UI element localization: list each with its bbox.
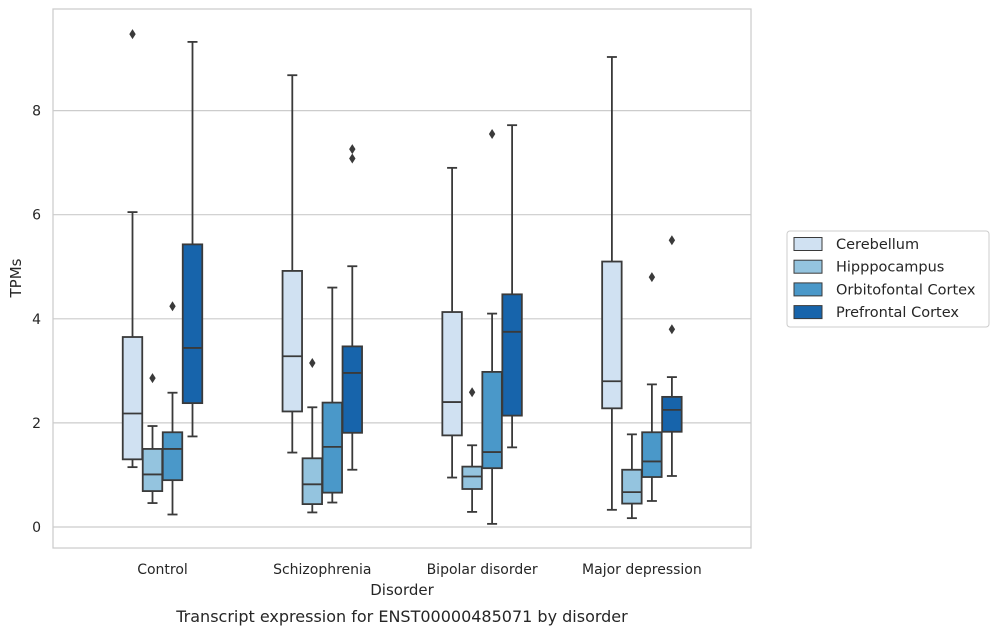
legend-swatch <box>793 259 823 274</box>
legend: Cerebellum Hipppocampus Orbitofontal Corte… <box>786 230 990 328</box>
x-tick-label: Major depression <box>582 562 702 578</box>
box-group <box>301 358 323 514</box>
y-tick-labels: 0 2 4 6 8 <box>32 104 41 536</box>
box-iqr <box>441 311 463 437</box>
box-group <box>641 272 663 502</box>
outlier-point <box>648 272 656 283</box>
plot-frame <box>52 8 752 549</box>
x-tick-label: Bipolar disorder <box>427 562 538 578</box>
outlier-point <box>668 235 676 246</box>
box-iqr <box>341 345 363 434</box>
outlier-point <box>488 129 496 140</box>
box-group <box>121 29 144 469</box>
y-axis-label: TPMs <box>7 258 25 298</box>
legend-label: Hipppocampus <box>836 260 944 276</box>
box-group <box>321 286 343 504</box>
box-iqr <box>181 243 204 405</box>
box-iqr <box>461 465 483 490</box>
box-iqr <box>621 468 643 505</box>
legend-label: Prefrontal Cortex <box>836 305 959 321</box>
outlier-point <box>149 373 156 384</box>
legend-label: Cerebellum <box>836 237 919 253</box>
outlier-point <box>349 144 356 155</box>
grid-lines <box>53 109 751 528</box>
chart-caption: Transcript expression for ENST0000048507… <box>175 607 628 626</box>
box-iqr <box>121 336 144 461</box>
box-iqr <box>161 431 184 482</box>
y-tick-label: 8 <box>32 104 41 120</box>
box-group <box>481 129 503 525</box>
outlier-point <box>668 324 676 335</box>
legend-swatch <box>793 305 823 320</box>
x-tick-labels: Control Schizophrenia Bipolar disorder Majo… <box>137 562 702 578</box>
y-tick-label: 4 <box>32 312 41 328</box>
x-tick-label: Schizophrenia <box>273 562 371 578</box>
outlier-point <box>309 358 316 369</box>
box-group <box>661 235 683 477</box>
box-group <box>181 40 204 438</box>
outlier-point <box>468 387 476 398</box>
y-tick-label: 0 <box>32 520 41 536</box>
outlier-point <box>169 301 176 312</box>
box-group <box>501 124 523 449</box>
legend-swatch <box>793 237 823 251</box>
box-group <box>141 373 164 504</box>
box-group <box>341 144 363 471</box>
box-plot-series <box>121 29 683 525</box>
y-tick-label: 6 <box>32 208 41 224</box>
box-iqr <box>641 431 663 478</box>
box-group <box>441 166 463 479</box>
box-group <box>601 56 623 511</box>
legend-swatch <box>793 282 823 297</box>
box-iqr <box>301 457 323 505</box>
box-group <box>461 387 483 513</box>
box-group <box>161 301 184 516</box>
legend-frame <box>786 230 990 328</box>
box-iqr <box>281 270 303 413</box>
outlier-point <box>349 153 356 164</box>
legend-label: Orbitofontal Cortex <box>836 282 976 298</box>
box-group <box>621 433 643 520</box>
box-iqr <box>481 370 503 470</box>
outlier-point <box>129 29 136 40</box>
box-iqr <box>141 448 164 492</box>
box-iqr <box>661 395 683 433</box>
x-tick-label: Control <box>137 562 188 578</box>
box-iqr <box>601 260 623 410</box>
box-group <box>281 74 303 454</box>
y-tick-label: 2 <box>32 416 41 432</box>
box-iqr <box>501 293 523 417</box>
x-axis-label: Disorder <box>370 581 434 599</box>
